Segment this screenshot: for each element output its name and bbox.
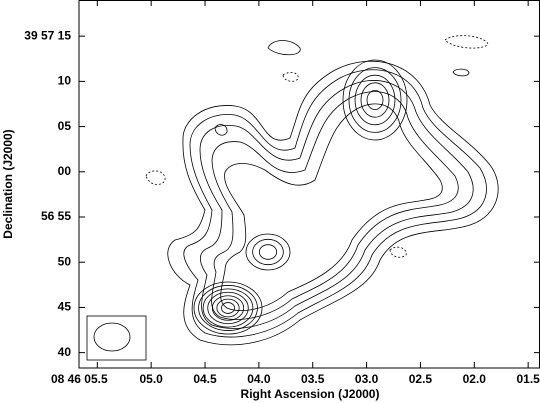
contours — [145, 35, 499, 346]
x-axis-label: Right Ascension (J2000) — [241, 387, 380, 401]
y-tick-label: 50 — [58, 254, 72, 268]
contour — [193, 281, 263, 335]
y-tick-label: 10 — [58, 74, 72, 88]
contour — [360, 82, 390, 118]
contour — [354, 74, 396, 126]
contour — [348, 67, 402, 133]
contour — [211, 91, 459, 320]
contour — [258, 244, 278, 260]
contour — [167, 60, 499, 346]
contour — [216, 298, 240, 318]
contour — [366, 90, 384, 111]
contour — [207, 291, 249, 325]
x-tick-label: 05.0 — [139, 372, 163, 386]
y-tick-label: 39 57 15 — [24, 28, 71, 42]
contour — [198, 285, 258, 331]
y-tick-label: 00 — [58, 164, 72, 178]
contour — [202, 288, 254, 328]
x-tick-label: 03.0 — [355, 372, 379, 386]
contour — [267, 40, 301, 56]
y-tick-label: 56 55 — [41, 209, 71, 223]
contour — [211, 295, 245, 321]
y-tick-label: 45 — [58, 300, 72, 314]
contour-negative — [444, 35, 489, 49]
contour — [199, 80, 474, 329]
contour-negative — [282, 72, 299, 82]
x-tick-label: 01.5 — [516, 372, 540, 386]
plot-frame — [78, 0, 540, 369]
y-tick-label: 40 — [58, 345, 72, 359]
contour — [452, 68, 470, 77]
y-axis-label: Declination (J2000) — [1, 129, 15, 238]
contour-negative — [145, 170, 166, 185]
contour — [221, 302, 235, 314]
contour-negative — [389, 246, 407, 258]
contour — [245, 233, 291, 271]
x-tick-label: 04.0 — [247, 372, 271, 386]
x-tick-label: 02.5 — [409, 372, 433, 386]
x-tick-label: 02.0 — [463, 372, 487, 386]
y-tick-label: 05 — [58, 119, 72, 133]
x-tick-label: 03.5 — [301, 372, 325, 386]
contour — [183, 69, 487, 338]
beam — [93, 322, 131, 352]
beam-box — [86, 315, 147, 361]
x-tick-label: 04.5 — [193, 372, 217, 386]
contour — [342, 59, 408, 141]
contour — [220, 103, 443, 311]
contour — [214, 124, 228, 136]
contour — [252, 238, 284, 266]
x-tick-label: 08 46 05.5 — [51, 372, 108, 386]
